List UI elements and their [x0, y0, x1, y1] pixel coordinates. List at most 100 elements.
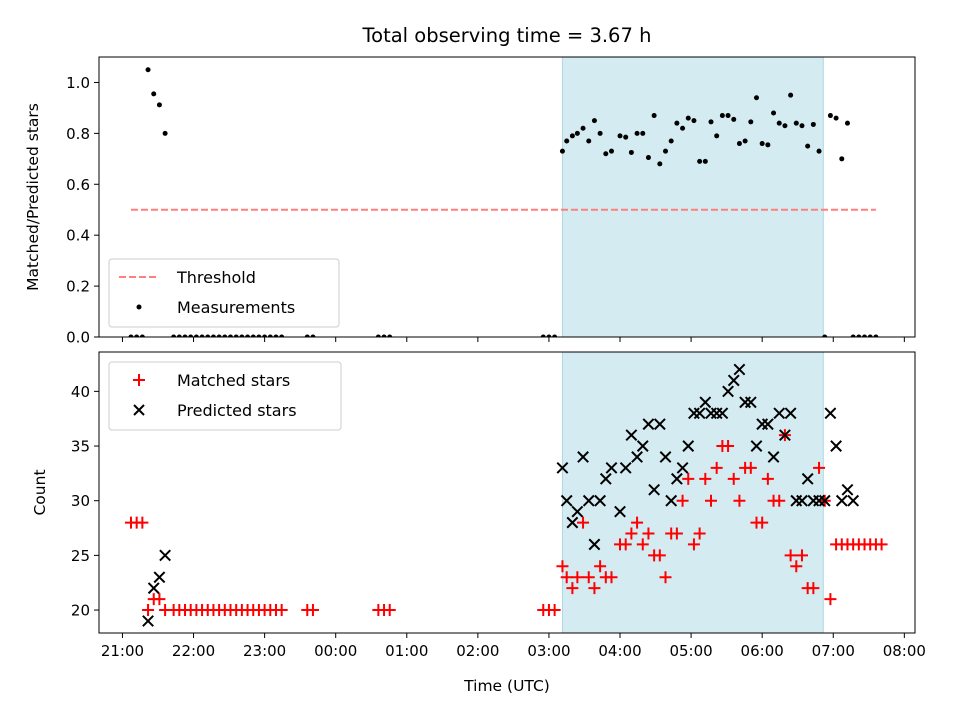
measurement-point [793, 120, 799, 126]
legend: Matched stars Predicted stars [108, 361, 342, 431]
matched-star-point [676, 494, 689, 507]
measurement-point [608, 148, 614, 154]
matched-star-point [275, 604, 288, 617]
y-tick-label: 0.8 [66, 125, 90, 143]
measurement-point [776, 120, 782, 126]
x-tick-label: 23:00 [243, 642, 286, 660]
y-tick-label: 30 [71, 492, 90, 510]
y-axis-label: Matched/Predicted stars [24, 103, 42, 291]
matched-star-point [153, 593, 166, 606]
legend-measurement-swatch [136, 304, 142, 310]
matched-star-point [560, 571, 573, 584]
y-tick-label: 0.0 [66, 329, 90, 347]
measurement-point [799, 123, 805, 129]
measurement-point [145, 67, 151, 73]
matched-star-point [756, 516, 769, 529]
predicted-star-point [659, 451, 672, 463]
chart-title: Total observing time = 3.67 h [362, 24, 652, 47]
ratio-panel: 0.0 0.2 0.4 0.6 0.8 1.0 Matched/Predicted star… [24, 56, 916, 347]
matched-star-point [582, 571, 595, 584]
x-tick-label: 01:00 [385, 642, 428, 660]
count-panel: 21:00 22:00 23:00 00:00 01:00 02:00 03:00 04:00… [31, 351, 926, 660]
measurement-point [176, 334, 182, 337]
predicted-star-point [560, 494, 573, 507]
predicted-star-point [588, 538, 601, 551]
measurement-point [559, 148, 565, 154]
matched-star-point [727, 472, 740, 485]
y-tick-label: 1.0 [66, 74, 90, 92]
axes-frame [98, 351, 916, 634]
predicted-star-point [142, 615, 154, 627]
measurement-point [239, 334, 245, 337]
predicted-star-point [594, 494, 607, 507]
measurement-point [691, 118, 697, 124]
measurement-point [256, 334, 262, 337]
predicted-star-point [556, 461, 569, 474]
matched-star-point [631, 516, 644, 529]
measurement-point [748, 119, 754, 125]
measurement-point [227, 334, 233, 337]
measurement-point [569, 133, 575, 139]
matched-star-point [710, 461, 723, 474]
measurement-point [304, 334, 310, 337]
measurement-point [171, 334, 177, 337]
matched-star-point [693, 527, 706, 540]
x-tick-label: 06:00 [741, 642, 784, 660]
measurement-point [387, 334, 393, 337]
measurement-point [827, 113, 833, 119]
predicted-star-point [642, 418, 655, 431]
x-tick-label: 00:00 [314, 642, 357, 660]
predicted-star-point [599, 472, 612, 485]
measurement-point [564, 138, 570, 144]
matched-star-point [306, 604, 319, 617]
predicted-star-point [693, 407, 706, 420]
measurement-point [680, 125, 686, 131]
measurement-point [267, 334, 273, 337]
predicted-star-point [682, 440, 695, 452]
measurement-point [725, 113, 731, 119]
matched-star-point [687, 538, 700, 551]
measurement-point [310, 334, 316, 337]
predicted-star-point [577, 451, 589, 463]
y-tick-label: 40 [71, 383, 90, 401]
matched-star-point [571, 571, 584, 584]
measurement-point [663, 148, 669, 154]
measurement-point [753, 95, 759, 101]
measurement-point [222, 334, 228, 337]
measurement-point [640, 130, 646, 136]
measurement-point [822, 334, 828, 337]
matched-star-point [142, 604, 155, 617]
measurement-point [771, 110, 777, 116]
measurement-point [262, 334, 268, 337]
predicted-star-point [716, 407, 729, 420]
x-axis-label: Time (UTC) [463, 677, 550, 695]
predicted-star-point [841, 483, 854, 496]
matched-star-point [699, 472, 712, 485]
measurement-point [381, 334, 387, 337]
predicted-star-point [625, 429, 638, 442]
predicted-star-point [159, 549, 172, 562]
measurement-point [844, 120, 850, 126]
measurement-point [719, 113, 725, 119]
predicted-star-point [784, 407, 797, 420]
matched-star-point [790, 560, 803, 573]
measurement-point [816, 148, 822, 154]
measurement-point [810, 121, 816, 127]
legend-label: Measurements [177, 298, 295, 317]
y-tick-label: 0.2 [66, 278, 90, 296]
predicted-star-point [824, 407, 837, 420]
legend-box [108, 361, 342, 431]
matched-star-point [659, 571, 672, 584]
predicted-star-point [665, 494, 678, 507]
matched-star-point [605, 571, 618, 584]
measurement-point [574, 130, 580, 136]
measurement-point [742, 138, 748, 144]
predicted-star-point [835, 494, 848, 507]
matched-star-point [642, 527, 655, 540]
matched-star-point [773, 494, 786, 507]
predicted-star-point [801, 472, 814, 485]
predicted-star-point [761, 418, 774, 431]
measurement-point [580, 125, 586, 131]
measurement-point [867, 334, 873, 337]
